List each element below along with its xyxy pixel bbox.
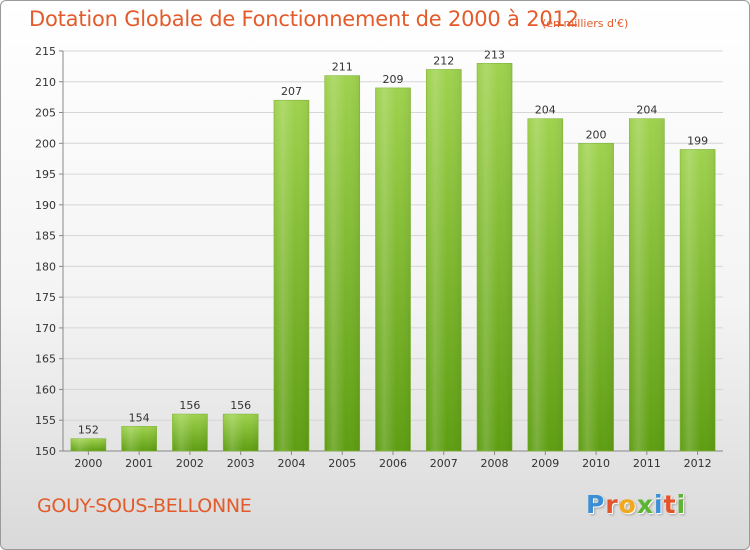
x-tick-label-2004: 2004 bbox=[277, 457, 305, 470]
x-tick-label-2000: 2000 bbox=[74, 457, 102, 470]
x-tick-label-2007: 2007 bbox=[430, 457, 458, 470]
y-tick-label: 185 bbox=[35, 230, 56, 243]
x-tick-label-2003: 2003 bbox=[227, 457, 255, 470]
y-tick-label: 175 bbox=[35, 291, 56, 304]
y-tick-label: 205 bbox=[35, 107, 56, 120]
logo-letter: i bbox=[676, 490, 687, 519]
y-tick-label: 165 bbox=[35, 353, 56, 366]
logo-letter: t bbox=[663, 490, 677, 519]
y-tick-label: 180 bbox=[35, 260, 56, 273]
data-label-2002: 156 bbox=[179, 399, 200, 412]
bar-shine-2004 bbox=[273, 100, 309, 451]
x-tick-label-2008: 2008 bbox=[481, 457, 509, 470]
data-label-2012: 199 bbox=[687, 134, 708, 147]
x-tick-label-2006: 2006 bbox=[379, 457, 407, 470]
x-tick-label-2012: 2012 bbox=[684, 457, 712, 470]
bar-shine-2008 bbox=[477, 63, 513, 452]
bar-shine-2009 bbox=[527, 118, 563, 451]
chart-title: Dotation Globale de Fonctionnement de 20… bbox=[29, 7, 579, 31]
proxiti-logo: Proxiti bbox=[586, 490, 686, 519]
y-tick-label: 195 bbox=[35, 168, 56, 181]
x-tick-label-2002: 2002 bbox=[176, 457, 204, 470]
logo-letter: i bbox=[654, 490, 664, 519]
data-label-2010: 200 bbox=[586, 128, 607, 141]
data-label-2006: 209 bbox=[383, 73, 404, 86]
bar-shine-2010 bbox=[578, 143, 614, 452]
data-label-2008: 213 bbox=[484, 48, 505, 61]
y-tick-label: 155 bbox=[35, 414, 56, 427]
data-label-2000: 152 bbox=[78, 424, 99, 437]
data-label-2005: 211 bbox=[332, 61, 353, 74]
x-tick-label-2009: 2009 bbox=[531, 457, 559, 470]
bar-shine-2005 bbox=[324, 75, 360, 451]
bar-shine-2001 bbox=[121, 426, 157, 451]
bar-shine-2000 bbox=[70, 438, 106, 451]
y-tick-label: 170 bbox=[35, 322, 56, 335]
bar-shine-2007 bbox=[426, 69, 462, 451]
y-tick-label: 215 bbox=[35, 45, 56, 58]
bar-layer bbox=[70, 63, 716, 452]
bar-shine-2011 bbox=[629, 118, 665, 451]
x-tick-label-2005: 2005 bbox=[328, 457, 356, 470]
data-label-2003: 156 bbox=[230, 399, 251, 412]
bar-shine-2006 bbox=[375, 87, 411, 451]
commune-name: GOUY-SOUS-BELLONNE bbox=[37, 495, 252, 517]
y-tick-label: 190 bbox=[35, 199, 56, 212]
chart-units: (en milliers d'€) bbox=[542, 17, 629, 30]
logo-letter: r bbox=[605, 490, 619, 519]
label-layer: 152 2000 154 2001 156 2002 156 2003 207 2004 211 20… bbox=[74, 48, 711, 470]
bar-shine-2002 bbox=[172, 414, 208, 451]
bar-chart: 150 155 160 165 170 175 180 185 190 195 200 205 210 2… bbox=[35, 45, 723, 470]
data-label-2009: 204 bbox=[535, 104, 556, 117]
logo-letter: x bbox=[636, 490, 654, 519]
y-tick-label: 200 bbox=[35, 137, 56, 150]
data-label-2007: 212 bbox=[433, 54, 454, 67]
x-tick-label-2010: 2010 bbox=[582, 457, 610, 470]
bar-shine-2012 bbox=[680, 149, 716, 451]
y-tick-label: 160 bbox=[35, 383, 56, 396]
logo-letter: o bbox=[618, 490, 637, 519]
data-label-2004: 207 bbox=[281, 85, 302, 98]
data-label-2001: 154 bbox=[129, 411, 150, 424]
data-label-2011: 204 bbox=[636, 104, 657, 117]
y-tick-label: 150 bbox=[35, 445, 56, 458]
x-tick-label-2001: 2001 bbox=[125, 457, 153, 470]
y-tick-label: 210 bbox=[35, 76, 56, 89]
bar-shine-2003 bbox=[223, 414, 259, 451]
logo-letter: P bbox=[586, 490, 606, 519]
x-tick-label-2011: 2011 bbox=[633, 457, 661, 470]
